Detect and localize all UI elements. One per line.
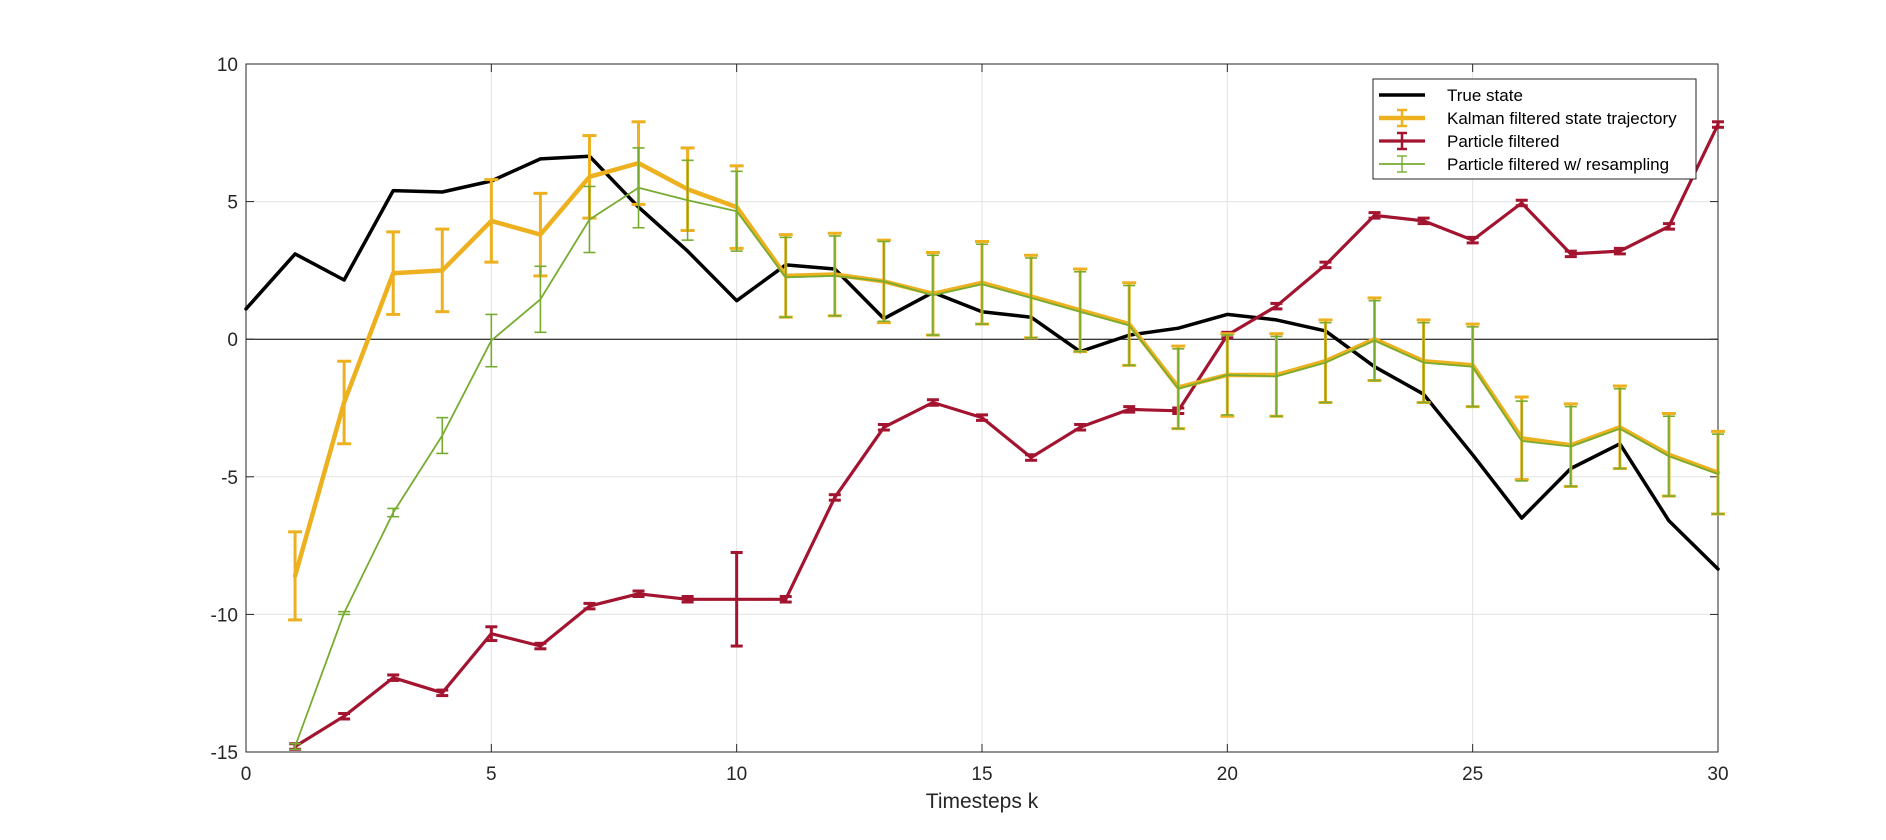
error-bar: [681, 595, 694, 604]
error-bar: [1025, 453, 1038, 462]
error-bar: [779, 236, 792, 318]
legend-label: True state: [1447, 86, 1523, 105]
x-tick-label: 0: [241, 764, 252, 785]
y-tick-label: 0: [227, 330, 238, 351]
error-bar: [926, 254, 939, 336]
error-bar: [828, 235, 841, 317]
error-bar: [436, 416, 449, 455]
error-bar: [1712, 120, 1724, 129]
axes: 0 5 10 15 20 25 30 -15 -10 -5 0 5 10: [211, 55, 1729, 785]
error-bar: [1074, 270, 1087, 353]
legend-item: Particle filtered: [1379, 131, 1559, 151]
legend-item: Particle filtered w/ resampling: [1379, 155, 1669, 174]
error-bar: [534, 265, 547, 334]
legend-item: Kalman filtered state trajectory: [1379, 108, 1677, 128]
error-bar: [1564, 405, 1577, 488]
error-bar: [288, 530, 303, 622]
error-bar: [976, 243, 988, 325]
error-bar: [1613, 246, 1626, 256]
error-bar: [1368, 299, 1381, 382]
x-tick-label: 5: [486, 764, 497, 785]
error-bar: [1712, 433, 1724, 515]
legend: True state Kalman filtered state trajecto…: [1372, 78, 1697, 180]
error-bar: [386, 230, 401, 316]
legend-label: Kalman filtered state trajectory: [1447, 109, 1677, 128]
error-bar: [1074, 423, 1087, 432]
error-bar: [1417, 321, 1430, 404]
y-tick-label: 10: [217, 55, 238, 76]
x-tick-label: 25: [1462, 764, 1483, 785]
error-bar: [436, 688, 449, 698]
x-axis-label: Timesteps k: [926, 790, 1039, 813]
error-bar: [1270, 335, 1283, 418]
error-bar: [289, 742, 302, 751]
error-bar: [632, 147, 645, 229]
error-bar: [632, 589, 645, 599]
series-3: [289, 147, 1724, 751]
legend-box: [1372, 78, 1697, 180]
x-tick-label: 15: [971, 764, 992, 785]
error-bar: [1466, 235, 1479, 245]
error-bar: [1368, 211, 1381, 220]
error-bar: [1564, 249, 1577, 259]
y-tick-label: 5: [227, 193, 238, 214]
x-tick-label: 30: [1707, 764, 1728, 785]
error-bar: [1172, 348, 1185, 430]
error-bar: [387, 673, 400, 682]
error-bar: [338, 610, 351, 616]
y-tick-label: -10: [211, 605, 238, 626]
error-bar: [337, 359, 352, 446]
legend-label: Particle filtered: [1447, 132, 1559, 151]
error-bar: [534, 641, 547, 651]
data-series: [244, 120, 1725, 751]
error-bar: [730, 170, 743, 252]
series-line: [294, 186, 1719, 748]
legend-label: Particle filtered w/ resampling: [1447, 155, 1669, 174]
error-bar: [976, 413, 988, 422]
error-bar: [338, 711, 351, 721]
error-bar: [1466, 326, 1479, 408]
error-bar: [583, 601, 596, 611]
error-bar: [828, 493, 841, 502]
error-bar: [435, 227, 450, 314]
error-bar: [1319, 321, 1332, 404]
error-bar: [1417, 216, 1430, 226]
error-bar: [1515, 400, 1528, 482]
error-bar: [484, 178, 499, 264]
error-bar: [681, 159, 694, 241]
y-tick-label: -15: [211, 743, 238, 764]
error-bar: [387, 507, 400, 518]
error-bar: [779, 595, 792, 604]
error-bar: [1221, 334, 1234, 416]
error-bar: [1613, 387, 1626, 470]
error-bar: [1662, 222, 1675, 231]
error-bar: [877, 423, 890, 432]
error-bar: [1123, 284, 1136, 367]
legend-item: True state: [1379, 86, 1523, 105]
error-bar: [926, 398, 939, 407]
error-bar: [1662, 415, 1675, 497]
x-tick-label: 10: [726, 764, 747, 785]
y-tick-label: -5: [221, 468, 238, 489]
error-bar: [1123, 405, 1136, 414]
error-bar: [1025, 257, 1038, 339]
error-bar: [1319, 260, 1332, 270]
series-line: [293, 122, 1720, 749]
error-bar: [583, 185, 596, 254]
error-bar: [1270, 301, 1283, 311]
error-bar: [485, 313, 498, 368]
error-bar: [485, 625, 498, 643]
x-tick-label: 20: [1217, 764, 1238, 785]
error-bar: [1515, 198, 1528, 208]
error-bar: [730, 550, 743, 648]
error-bar: [877, 240, 890, 323]
